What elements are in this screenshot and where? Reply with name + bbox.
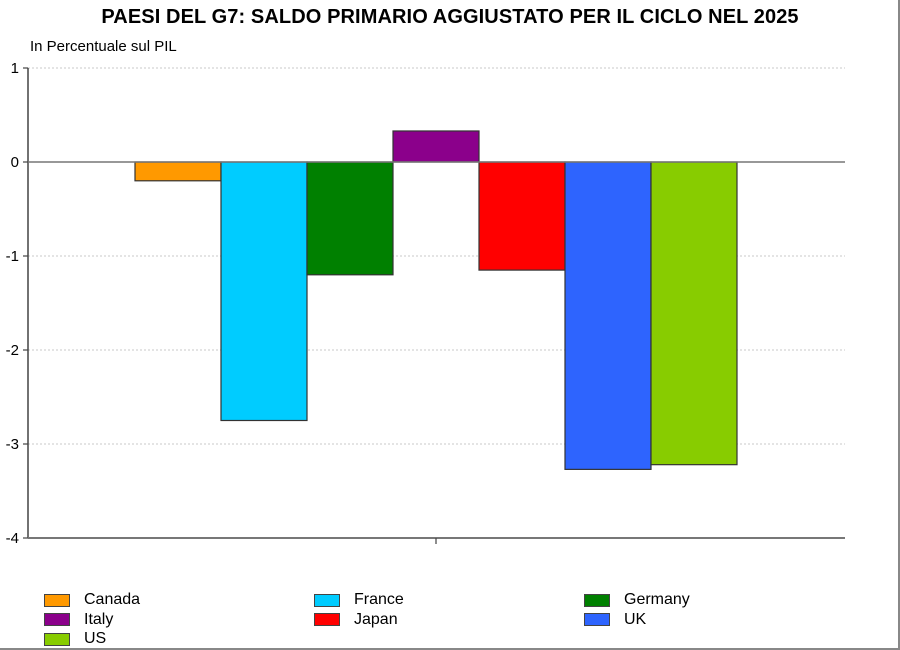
- y-tick-label: 0: [11, 154, 19, 171]
- axes: 1 0 -1 -2 -3 -4: [6, 60, 845, 547]
- y-tick-label: -1: [6, 248, 19, 265]
- legend-swatch: [44, 613, 70, 626]
- legend-swatch: [314, 613, 340, 626]
- legend-swatch: [584, 613, 610, 626]
- legend-item-uk: UK: [584, 610, 646, 630]
- y-tick-label: -2: [6, 342, 19, 359]
- legend-swatch: [584, 593, 610, 607]
- legend-label: Germany: [624, 591, 690, 608]
- legend-item-japan: Japan: [314, 610, 398, 630]
- y-axis-label: In Percentuale sul PIL: [30, 38, 177, 55]
- legend-item-italy: Italy: [44, 610, 113, 630]
- bar-uk: [564, 161, 652, 470]
- legend-label: Canada: [84, 591, 141, 608]
- bars: [134, 130, 738, 470]
- bar-italy: [392, 130, 480, 163]
- y-tick-label: -4: [6, 530, 19, 547]
- legend-label: Japan: [354, 610, 398, 628]
- legend-swatch: [314, 593, 340, 607]
- legend-item-germany: Germany: [584, 590, 690, 610]
- bar-japan: [478, 161, 566, 271]
- legend-label: UK: [624, 610, 647, 628]
- legend-item-france: France: [314, 590, 404, 610]
- chart-title: PAESI DEL G7: SALDO PRIMARIO AGGIUSTATO …: [101, 6, 799, 28]
- legend-label: France: [354, 591, 404, 608]
- bar-canada: [134, 161, 222, 182]
- legend-item-canada: Canada: [44, 590, 140, 610]
- legend-item-us: US: [44, 629, 106, 649]
- y-tick-label: 1: [11, 60, 19, 77]
- bar-france: [220, 161, 308, 422]
- legend-swatch: [44, 632, 70, 646]
- bar-germany: [306, 161, 394, 276]
- legend-label: US: [84, 630, 107, 647]
- y-tick-label: -3: [6, 436, 19, 453]
- legend-label: Italy: [84, 610, 114, 628]
- legend-swatch: [44, 593, 70, 607]
- bar-us: [650, 161, 738, 466]
